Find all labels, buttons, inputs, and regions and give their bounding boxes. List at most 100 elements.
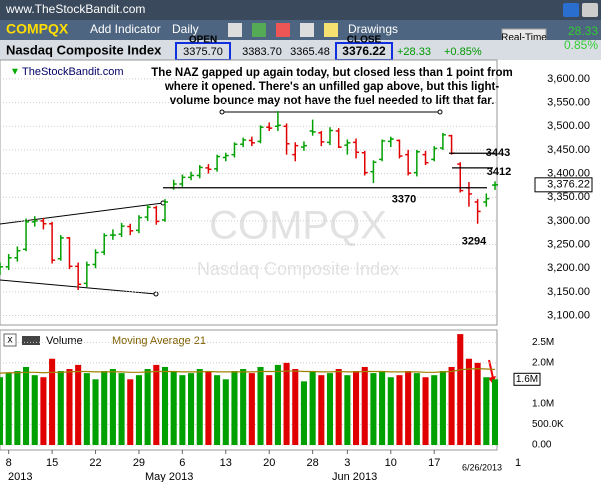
tool-icon[interactable] — [228, 23, 242, 37]
watermark: COMPQX — [209, 204, 387, 248]
quote-change: +28.33 — [397, 46, 431, 58]
open: 3375.70 — [183, 46, 223, 58]
close-panel[interactable] — [3, 333, 17, 347]
y-tick-label: 2.0M — [532, 357, 554, 368]
volume-bar — [309, 371, 316, 445]
current-volume: 1.6M — [516, 374, 538, 385]
x-tick-label: 10 — [385, 457, 397, 469]
volume-bar — [153, 364, 160, 445]
volume-bar — [396, 375, 403, 445]
volume-bar — [92, 379, 99, 445]
x-tick-label: 3 — [344, 457, 350, 469]
close: 3376.22 — [342, 44, 386, 58]
volume-bar — [135, 375, 142, 445]
volume-bar — [5, 373, 12, 445]
volume-bar — [439, 371, 446, 445]
watermark-name: Nasdaq Composite Index — [197, 259, 399, 279]
alarm-icon[interactable] — [276, 23, 290, 37]
y-tick-label: 3,500.00 — [547, 120, 590, 132]
line-end — [153, 291, 159, 297]
period[interactable]: Daily — [172, 22, 199, 36]
annotation-line: volume bounce may not have the fuel need… — [170, 95, 495, 107]
volume-bar — [405, 371, 412, 445]
volume-bar — [431, 375, 438, 445]
volume-bar — [274, 364, 281, 445]
y-tick-label: 3,200.00 — [547, 262, 590, 274]
volume-bar — [370, 373, 377, 445]
level-label: 3370 — [392, 194, 416, 206]
volume-bar — [240, 369, 247, 445]
volume-bar — [188, 373, 195, 445]
open-label: OPEN — [189, 35, 217, 46]
realtime-label[interactable]: Real-Time — [501, 33, 547, 44]
volume-bar — [75, 364, 82, 445]
low: 3365.48 — [290, 46, 330, 58]
volume-bar — [292, 369, 299, 445]
chart-icon[interactable] — [252, 23, 266, 37]
volume-bar — [214, 375, 221, 445]
x-tick-label: 17 — [428, 457, 440, 469]
y-tick-label: 3,300.00 — [547, 215, 590, 227]
volume-bar — [283, 362, 290, 445]
level-label: 3443 — [486, 147, 510, 159]
next-label: 1 — [515, 457, 521, 469]
volume-bar — [344, 375, 351, 445]
site-name: www.TheStockBandit.com — [5, 2, 145, 16]
level-label: 3412 — [487, 166, 511, 178]
close-x[interactable]: x — [8, 335, 13, 346]
line-end — [437, 109, 443, 115]
note-icon[interactable] — [324, 23, 338, 37]
y-tick-label: 3,600.00 — [547, 73, 590, 85]
volume-bar — [170, 371, 177, 445]
price-panel — [0, 59, 498, 326]
volume-bar — [379, 371, 386, 445]
y-tick-label: 2.5M — [532, 337, 554, 348]
x-tick-label: 6 — [179, 457, 185, 469]
volume-bar — [465, 358, 472, 445]
volume-bar — [326, 373, 334, 445]
annotation-line: The NAZ gapped up again today, but close… — [151, 67, 512, 79]
site-bar — [0, 0, 601, 20]
search-icon[interactable] — [563, 3, 579, 17]
change: 28.33 — [568, 24, 598, 38]
volume-bar — [300, 381, 307, 445]
drawings[interactable]: Drawings — [348, 22, 398, 36]
volume-bar — [353, 371, 360, 445]
add-indicator[interactable]: Add Indicator — [90, 22, 161, 36]
volume-bar — [266, 375, 273, 445]
quote-name: Nasdaq Composite Index — [6, 42, 162, 57]
level-label: 3294 — [462, 236, 487, 248]
volume-bar — [161, 366, 169, 445]
volume-bar — [196, 369, 203, 445]
volume-bar — [14, 371, 21, 445]
volume-bar — [144, 369, 151, 445]
last-date: 6/26/2013 — [462, 462, 502, 472]
y-tick-label: 3,550.00 — [547, 96, 590, 108]
symbol[interactable]: COMPQX — [6, 21, 69, 37]
volume-bar — [361, 366, 368, 445]
y-tick-label: 3,250.00 — [547, 238, 590, 250]
calc-icon[interactable] — [300, 23, 314, 37]
line-end — [219, 109, 225, 115]
y-tick-label: 0.00 — [532, 440, 552, 451]
volume-bar — [49, 358, 56, 445]
y-tick-label: 3,100.00 — [547, 309, 590, 321]
month-label: 2013 — [8, 471, 32, 482]
volume-bar — [483, 377, 490, 445]
volume-bar — [257, 366, 264, 445]
x-tick-label: 15 — [46, 457, 58, 469]
quote-bar — [0, 40, 601, 60]
volume-bar — [335, 369, 342, 445]
volume-bar — [231, 371, 238, 445]
high: 3383.70 — [242, 46, 282, 58]
volume-bar — [205, 371, 212, 445]
volume-bar — [23, 366, 30, 445]
volume-bar — [491, 379, 499, 445]
close-label: CLOSE — [347, 35, 382, 46]
volume-bar — [387, 377, 394, 445]
volume-bar — [127, 379, 134, 445]
volume-bar — [0, 377, 4, 445]
menu-icon[interactable] — [582, 3, 598, 17]
volume-bar — [179, 375, 186, 445]
